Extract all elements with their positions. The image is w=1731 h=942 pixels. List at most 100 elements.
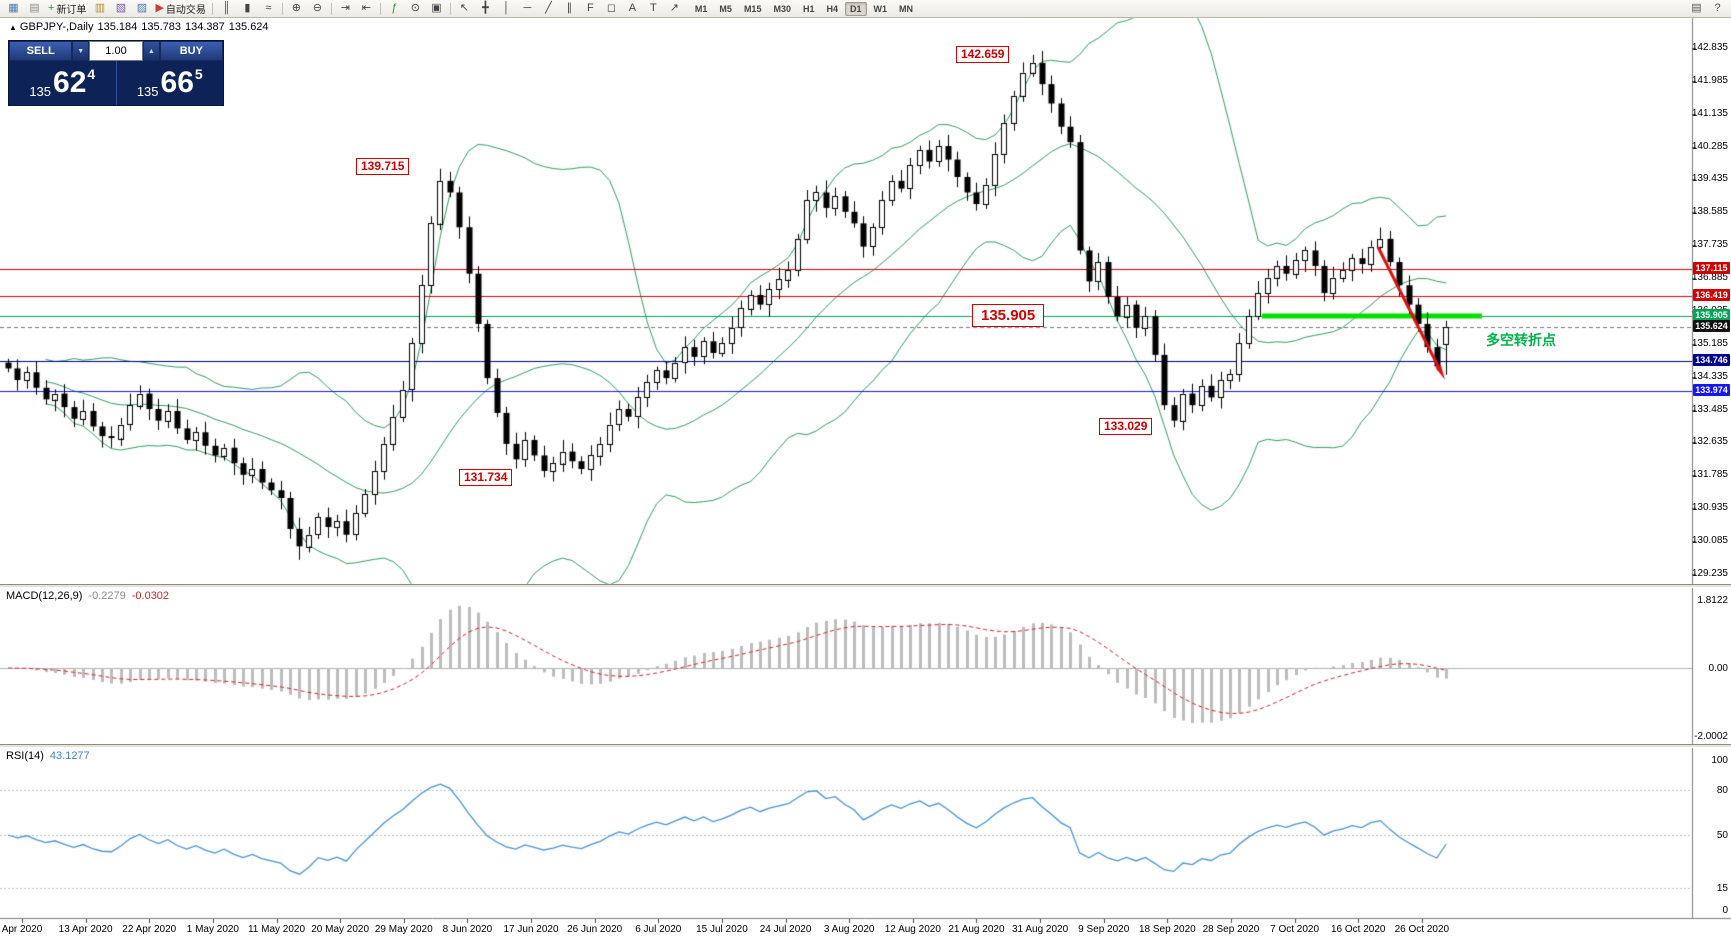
text-label-button[interactable]: A (622, 0, 643, 18)
price-axis-tick: 141.985 (1691, 74, 1728, 86)
price-axis-tick: 142.835 (1691, 42, 1728, 53)
line-chart-icon: ≈ (265, 2, 272, 14)
help-button[interactable]: ? (1707, 0, 1728, 18)
high-label-142-659[interactable]: 142.659 (956, 46, 1010, 63)
line-chart-button[interactable]: ≈ (258, 0, 279, 18)
indicators-icon: ƒ (391, 2, 398, 14)
time-axis-label: 13 Apr 2020 (58, 924, 113, 935)
macd-axis-tick: 1.8122 (1697, 595, 1728, 606)
panel-splitter-macd[interactable] (0, 584, 1731, 588)
rsi-axis-tick: 0 (1722, 905, 1728, 916)
navigator-button[interactable]: ▧ (110, 0, 131, 18)
rsi-axis-tick: 50 (1716, 830, 1728, 841)
indicators-button[interactable]: ƒ (384, 0, 405, 18)
vertical-line-button[interactable]: │ (496, 0, 517, 18)
volume-input[interactable] (89, 41, 143, 61)
price-axis-tick: 140.285 (1691, 140, 1728, 152)
zoom-out-button[interactable]: ⊖ (307, 0, 328, 18)
auto-trading-label: 自动交易 (165, 5, 206, 16)
new-chart-icon: ▦ (8, 2, 19, 14)
chart-ohlc-line: ▲ GBPJPY-,Daily 135.184 135.783 134.387 135.6… (9, 21, 273, 33)
cursor-button[interactable]: ↖ (454, 0, 475, 18)
fibonacci-button[interactable]: F (580, 0, 601, 18)
price-tag: 136.419 (1693, 289, 1730, 302)
price-axis: 142.835 141.985 141.135 140.285 139.435 138.5… (1692, 0, 1731, 942)
sell-price[interactable]: 135 62 4 (9, 61, 116, 105)
price-axis-tick: 137.735 (1691, 239, 1728, 251)
timeframe-m5-button[interactable]: M5 (719, 3, 732, 14)
volume-up-button[interactable]: ▲ (143, 41, 160, 61)
timeframe-m15-button[interactable]: M15 (743, 3, 762, 14)
price-axis-tick: 133.485 (1691, 403, 1728, 415)
new-order-button[interactable]: + 新订单 (45, 0, 89, 18)
price-tag: 134.746 (1693, 353, 1730, 366)
market-watch-button[interactable]: ▥ (89, 0, 110, 18)
sell-button[interactable]: SELL (9, 41, 73, 61)
timeframe-mn-button[interactable]: MN (899, 3, 914, 14)
sell-price-point: 4 (87, 66, 96, 82)
horizontal-line-button[interactable]: ─ (517, 0, 538, 18)
timeframe-h4-button[interactable]: H4 (826, 3, 838, 14)
auto-trading-button[interactable]: ▶ 自动交易 (152, 0, 208, 18)
help-icon: ? (1714, 2, 1721, 14)
zoom-in-icon: ⊕ (291, 2, 302, 14)
label-tool-icon: T (650, 2, 657, 14)
one-click-trading-panel: SELL ▼ ▲ BUY 135 62 4 135 66 5 (8, 40, 224, 106)
time-axis-label: 26 Jun 2020 (567, 924, 623, 935)
chart-shift-icon: ⇤ (361, 2, 372, 14)
fibonacci-icon: F (587, 2, 594, 14)
equidistant-channel-button[interactable]: ∥ (559, 0, 580, 18)
timeframe-h1-button[interactable]: H1 (802, 3, 815, 14)
zoom-out-icon: ⊖ (312, 2, 323, 14)
terminal-button[interactable]: ▨ (131, 0, 152, 18)
toolbar-separator (211, 2, 213, 15)
crosshair-button[interactable]: ╋ (475, 0, 496, 18)
chart-shift-button[interactable]: ⇤ (356, 0, 377, 18)
low-label-133-029[interactable]: 133.029 (1099, 418, 1153, 435)
rsi-title: RSI(14) (6, 750, 44, 762)
toolbar-separator (379, 2, 381, 15)
time-axis-label: 11 May 2020 (247, 924, 306, 935)
timeframe-w1-button[interactable]: W1 (873, 3, 888, 14)
turning-point-note[interactable]: 多空转折点 (1486, 332, 1556, 348)
price-axis-tick: 139.435 (1691, 173, 1728, 185)
auto-scroll-button[interactable]: ⇥ (335, 0, 356, 18)
price-axis-tick: 135.185 (1691, 337, 1728, 349)
sell-price-figure: 135 (29, 84, 52, 99)
arrows-tool-icon: ↗ (669, 2, 680, 14)
volume-down-button[interactable]: ▼ (72, 41, 89, 61)
time-axis-label: 18 Sep 2020 (1138, 924, 1196, 935)
price-tag: 137.115 (1693, 262, 1730, 275)
bar-chart-button[interactable]: ║ (216, 0, 237, 18)
market-watch-icon: ▥ (94, 2, 106, 14)
time-axis-label: 20 May 2020 (311, 924, 370, 935)
buy-price[interactable]: 135 66 5 (117, 61, 224, 105)
main-toolbar: ▦ ▤ + 新订单 ▥ ▧ ▨ ▶ 自动交易 ║ ▮ ≈ ⊕ ⊖ ⇥ ⇤ ƒ ⊙ ▣ ↖ ╋ │ ─ ╱ ∥ F ◻ A T ↗ M1 M5… (0, 0, 1731, 18)
timeframe-m1-button[interactable]: M1 (694, 3, 708, 14)
macd-axis-tick: -2.0002 (1694, 731, 1728, 742)
label-tool-button[interactable]: T (643, 0, 664, 18)
key-level-label-135-905[interactable]: 135.905 (972, 304, 1045, 327)
toolbar-right-group: ▤? (1686, 0, 1728, 18)
arrows-tool-button[interactable]: ↗ (664, 0, 685, 18)
new-chart-button[interactable]: ▦ (3, 0, 24, 18)
macd-main-value: -0.2279 (88, 590, 126, 602)
timeframe-d1-button[interactable]: D1 (845, 1, 867, 16)
low-label-131-734[interactable]: 131.734 (459, 469, 513, 486)
periods-button[interactable]: ⊙ (405, 0, 426, 18)
trendline-button[interactable]: ╱ (538, 0, 559, 18)
chart-list-button[interactable]: ▤ (1686, 0, 1707, 18)
templates-button[interactable]: ▣ (426, 0, 447, 18)
candlestick-chart-button[interactable]: ▮ (237, 0, 258, 18)
buy-price-point: 5 (194, 66, 203, 82)
panel-splitter-rsi[interactable] (0, 744, 1731, 748)
zoom-in-button[interactable]: ⊕ (286, 0, 307, 18)
time-axis-label: 31 Aug 2020 (1011, 924, 1069, 935)
chart-profiles-button[interactable]: ▤ (24, 0, 45, 18)
shapes-button[interactable]: ◻ (601, 0, 622, 18)
high-label-139-715[interactable]: 139.715 (356, 158, 410, 175)
time-axis-label: 7 Oct 2020 (1270, 924, 1320, 935)
timeframe-m30-button[interactable]: M30 (773, 3, 791, 14)
buy-button[interactable]: BUY (159, 41, 223, 61)
